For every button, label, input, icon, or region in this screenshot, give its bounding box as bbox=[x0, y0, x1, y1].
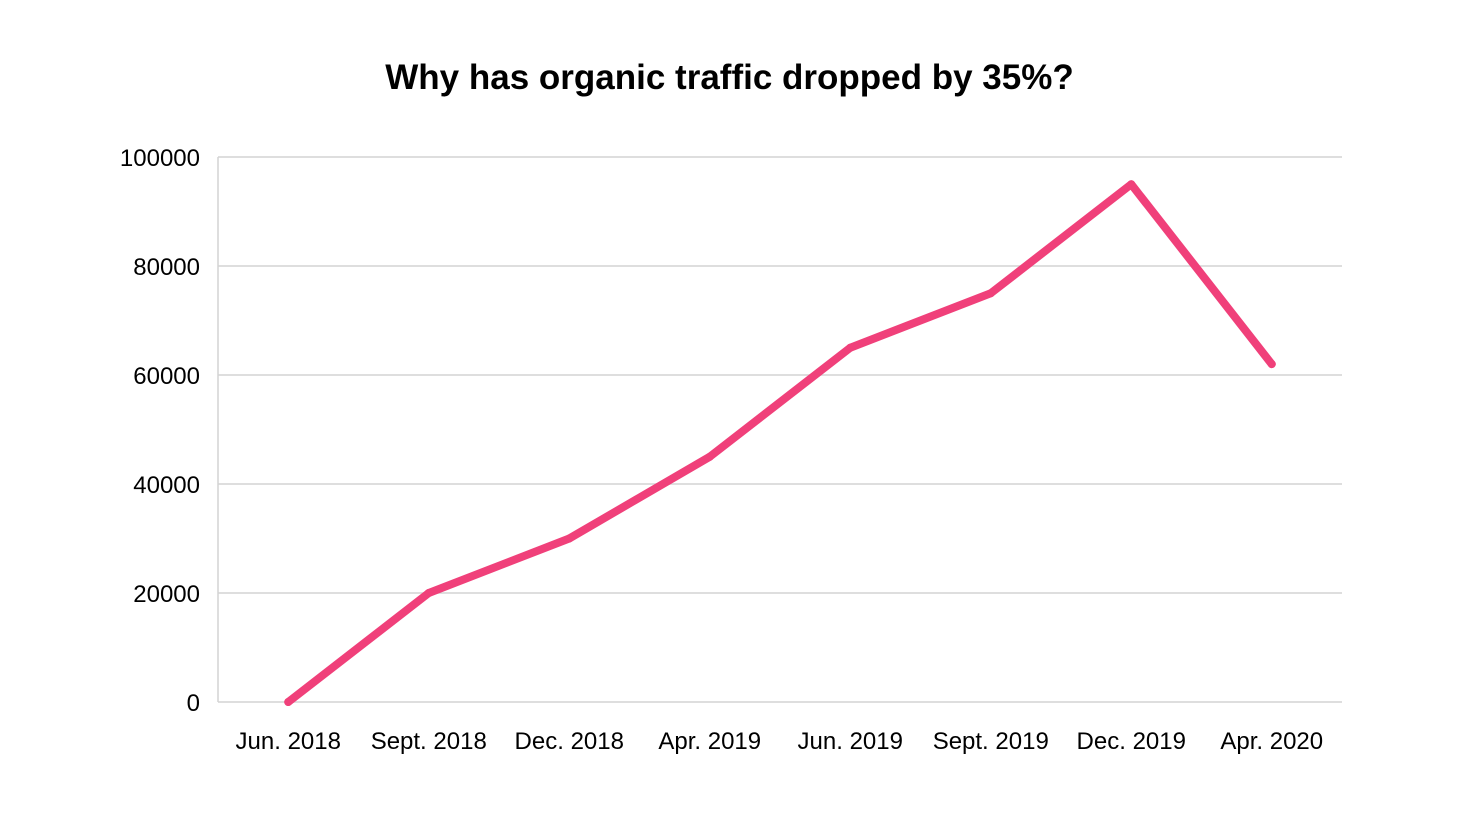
x-tick-label: Dec. 2019 bbox=[1077, 728, 1186, 755]
y-tick-label: 80000 bbox=[133, 254, 200, 281]
data-point bbox=[1127, 180, 1136, 189]
x-tick-label: Apr. 2019 bbox=[658, 728, 761, 755]
data-point bbox=[846, 343, 855, 352]
data-point bbox=[284, 698, 293, 706]
series-line bbox=[284, 180, 1276, 706]
grid-lines bbox=[218, 156, 1342, 703]
x-tick-label: Apr. 2020 bbox=[1220, 728, 1323, 755]
y-tick-label: 0 bbox=[187, 690, 200, 717]
data-point bbox=[565, 534, 574, 543]
series-layer bbox=[284, 180, 1276, 706]
data-point bbox=[424, 589, 433, 597]
y-tick-label: 60000 bbox=[133, 363, 200, 390]
x-tick-label: Jun. 2019 bbox=[798, 728, 903, 755]
x-axis: Jun. 2018 Sept. 2018 Dec. 2018 Apr. 2019 Jun… bbox=[236, 728, 1324, 755]
y-tick-label: 100000 bbox=[120, 145, 200, 172]
y-tick-label: 40000 bbox=[133, 472, 200, 499]
x-tick-label: Sept. 2019 bbox=[933, 728, 1049, 755]
x-tick-label: Jun. 2018 bbox=[236, 728, 341, 755]
x-tick-label: Dec. 2018 bbox=[515, 728, 624, 755]
chart-title: Why has organic traffic dropped by 35%? bbox=[385, 58, 1074, 97]
y-tick-label: 20000 bbox=[133, 581, 200, 608]
data-point bbox=[986, 289, 995, 298]
x-tick-label: Sept. 2018 bbox=[371, 728, 487, 755]
y-axis: 0 20000 40000 60000 80000 100000 bbox=[120, 145, 219, 717]
data-point bbox=[1267, 360, 1276, 369]
data-point bbox=[705, 452, 714, 461]
